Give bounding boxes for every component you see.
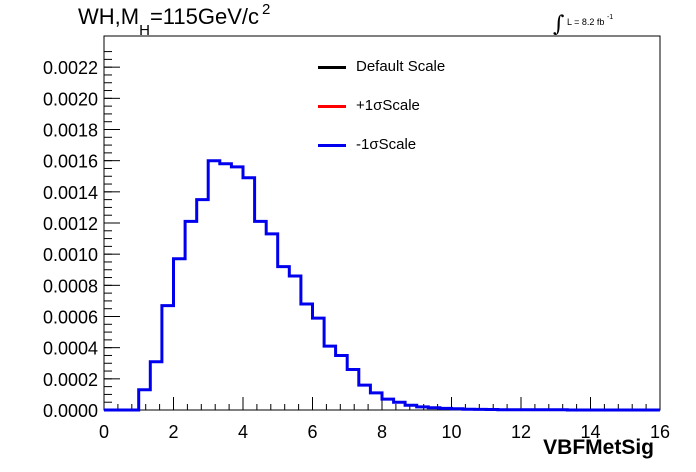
- integral-symbol: ∫: [553, 12, 565, 37]
- y-tick-label: 0.0014: [43, 183, 98, 203]
- legend-label-default: Default Scale: [356, 58, 446, 75]
- y-axis: 0.0000 0.0002 0.0004 0.0006 0.0008 0.0010 0.00…: [43, 51, 120, 421]
- y-tick-label: 0.0012: [43, 214, 98, 234]
- y-tick-label: 0.0000: [43, 401, 98, 421]
- legend-entry-default: Default Scale: [318, 56, 478, 95]
- title-main: WH,M: [78, 4, 140, 29]
- lumi-superscript: -1: [606, 14, 614, 21]
- legend-swatch-plus: [318, 105, 346, 108]
- y-tick-label: 0.0020: [43, 89, 98, 109]
- y-tick-label: 0.0008: [43, 276, 98, 296]
- title-rest: =115GeV/c: [149, 4, 259, 29]
- legend-entry-minus: -1σScale: [318, 134, 478, 173]
- legend-swatch-default: [318, 66, 346, 69]
- legend-label-plus: +1σScale: [356, 97, 420, 114]
- lumi-text: L = 8.2 fb: [566, 17, 605, 27]
- legend-swatch-minus: [318, 144, 346, 147]
- legend: Default Scale +1σScale -1σScale: [318, 56, 478, 173]
- y-tick-label: 0.0010: [43, 245, 98, 265]
- luminosity-label: ∫ L = 8.2 fb -1: [553, 6, 614, 37]
- x-tick-label: 0: [99, 422, 109, 442]
- legend-label-minus: -1σScale: [356, 136, 417, 153]
- x-tick-label: 2: [168, 422, 178, 442]
- title-subscript: H: [139, 22, 150, 39]
- x-tick-label: 6: [307, 422, 317, 442]
- x-tick-label: 14: [580, 422, 600, 442]
- x-tick-label: 16: [650, 422, 670, 442]
- y-tick-label: 0.0002: [43, 370, 98, 390]
- y-tick-label: 0.0006: [43, 308, 98, 328]
- series-layer: [104, 159, 660, 412]
- y-tick-label: 0.0004: [43, 339, 98, 359]
- y-tick-label: 0.0016: [43, 152, 98, 172]
- x-tick-label: 10: [441, 422, 461, 442]
- x-axis-label: VBFMetSig: [543, 436, 654, 459]
- legend-entry-plus: +1σScale: [318, 95, 478, 134]
- y-tick-label: 0.0018: [43, 121, 98, 141]
- y-tick-label: 0.0022: [43, 58, 98, 78]
- x-tick-label: 4: [238, 422, 248, 442]
- x-tick-label: 12: [511, 422, 531, 442]
- title-superscript: 2: [262, 1, 271, 18]
- series-line-0: [104, 159, 660, 412]
- plot-title: WH,MH=115GeV/c 2: [78, 1, 271, 39]
- x-tick-label: 8: [377, 422, 387, 442]
